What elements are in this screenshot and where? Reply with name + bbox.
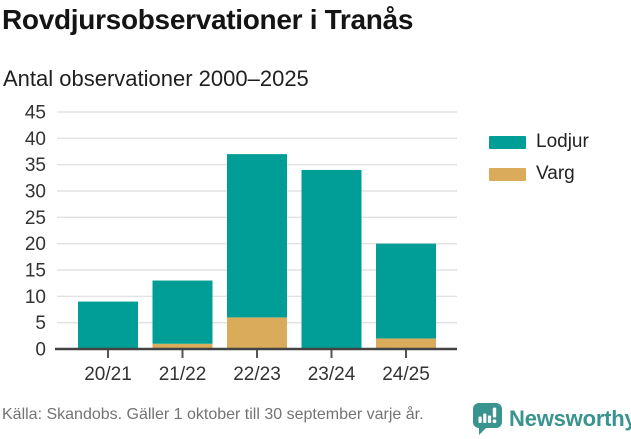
bar-segment-varg-22-23 [227, 317, 287, 349]
chart-title: Rovdjursobservationer i Tranås [2, 4, 414, 35]
y-axis-label: 40 [25, 129, 46, 150]
chart-subtitle: Antal observationer 2000–2025 [3, 66, 309, 91]
legend-item-varg: Varg [489, 163, 589, 185]
bar-segment-lodjur-23-24 [301, 169, 362, 349]
x-axis-label: 23/24 [308, 364, 356, 385]
bar-segment-lodjur-21-22 [152, 280, 213, 344]
x-axis-label: 21/22 [159, 364, 207, 385]
newsworthy-logo-icon [473, 403, 502, 435]
legend-swatch-lodjur [489, 135, 526, 149]
y-axis-label: 45 [25, 103, 46, 124]
y-axis-label: 25 [25, 208, 46, 229]
x-axis-label: 24/25 [382, 364, 430, 385]
bar-segment-varg-21-22 [152, 343, 213, 349]
bar-segment-lodjur-22-23 [227, 154, 287, 318]
y-axis-label: 35 [25, 155, 46, 176]
y-axis-label: 5 [35, 313, 46, 334]
legend-label-varg: Varg [536, 163, 575, 184]
y-axis-label: 15 [25, 261, 46, 282]
x-axis-label: 22/23 [233, 364, 281, 385]
bar-segment-lodjur-24-25 [376, 243, 436, 339]
x-axis-label: 20/21 [84, 364, 132, 385]
legend-item-lodjur: Lodjur [489, 131, 589, 153]
y-axis-label: 30 [25, 182, 46, 203]
bar-segment-varg-24-25 [376, 338, 436, 349]
y-axis-label: 0 [35, 340, 46, 361]
source-note: Källa: Skandobs. Gäller 1 oktober till 3… [2, 406, 424, 423]
y-axis-label: 20 [25, 234, 46, 255]
legend-swatch-varg [489, 167, 526, 181]
newsworthy-brand: Newsworthy [472, 401, 631, 437]
bar-segment-lodjur-20-21 [78, 301, 138, 349]
bar-chart: 0 5 10 15 20 25 30 35 40 45 20/21 21/22 22/23 23/24 24… [25, 103, 457, 385]
legend-label-lodjur: Lodjur [536, 131, 589, 152]
y-axis-label: 10 [25, 287, 46, 308]
chart-legend: Lodjur Varg [489, 131, 589, 185]
brand-name: Newsworthy [509, 406, 631, 431]
